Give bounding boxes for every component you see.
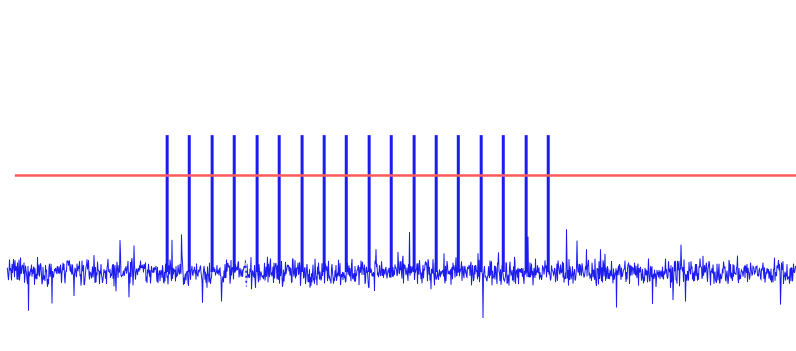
noise-band-series <box>6 229 796 319</box>
noise-trace <box>6 229 796 319</box>
spike-series <box>165 135 550 273</box>
